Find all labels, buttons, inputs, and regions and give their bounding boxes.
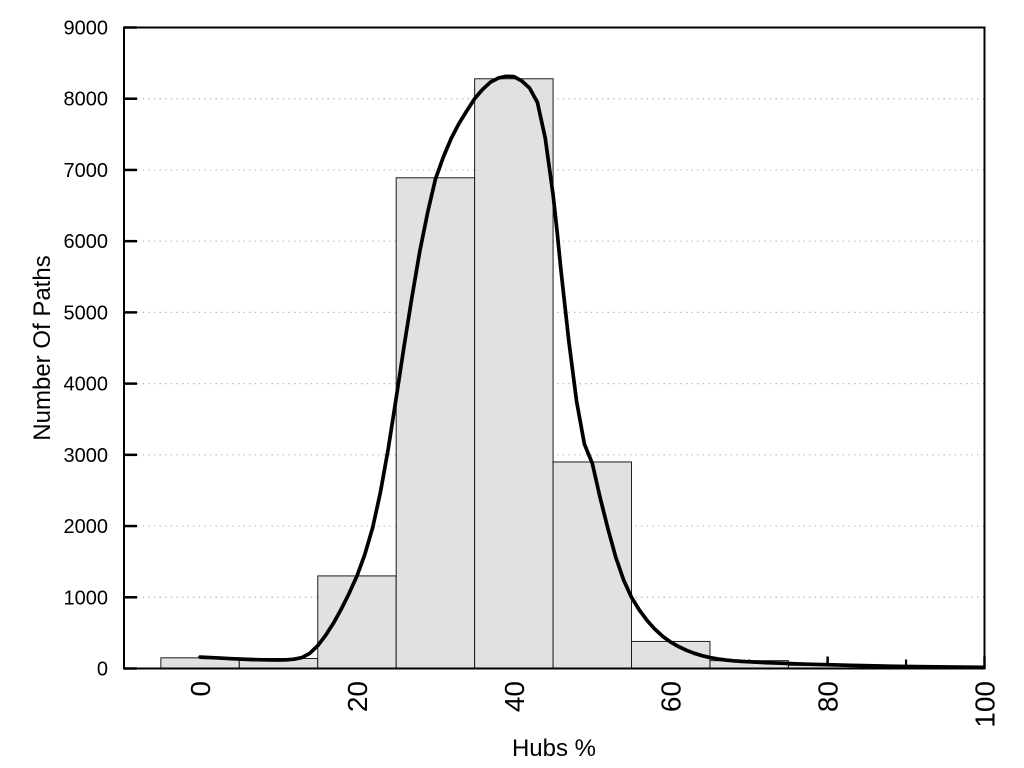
y-axis-ticks bbox=[124, 26, 137, 670]
y-tick-label: 5000 bbox=[64, 302, 109, 324]
fitted-density-curve bbox=[198, 74, 985, 669]
x-tick-label: 100 bbox=[970, 681, 1001, 728]
y-tick-label: 0 bbox=[97, 659, 108, 681]
histogram-bar bbox=[474, 78, 554, 669]
x-tick-label: 80 bbox=[813, 681, 844, 712]
plot-frame bbox=[123, 26, 986, 670]
y-axis-title: Number Of Paths bbox=[29, 255, 56, 440]
histogram-bar bbox=[395, 177, 476, 669]
x-tick-label: 60 bbox=[656, 681, 687, 712]
x-axis-tick-labels: 0 20 40 60 80 100 bbox=[185, 681, 1000, 728]
x-axis-title: Hubs % bbox=[512, 735, 596, 762]
y-tick-label: 9000 bbox=[64, 18, 109, 40]
x-tick-label: 40 bbox=[499, 681, 530, 712]
x-tick-label: 20 bbox=[342, 681, 373, 712]
histogram-bar bbox=[317, 575, 397, 669]
y-tick-label: 8000 bbox=[64, 89, 109, 111]
x-tick-label: 0 bbox=[185, 681, 216, 697]
histogram-bars bbox=[160, 78, 985, 669]
y-tick-label: 6000 bbox=[64, 231, 109, 253]
density-curve bbox=[198, 74, 985, 669]
y-tick-label: 2000 bbox=[64, 516, 109, 538]
y-tick-label: 4000 bbox=[64, 374, 109, 396]
y-tick-label: 7000 bbox=[64, 160, 109, 182]
y-tick-label: 1000 bbox=[64, 587, 109, 609]
y-axis-tick-labels: 0 1000 2000 3000 4000 5000 6000 7000 8000 9000 bbox=[64, 18, 109, 681]
y-tick-label: 3000 bbox=[64, 445, 109, 467]
